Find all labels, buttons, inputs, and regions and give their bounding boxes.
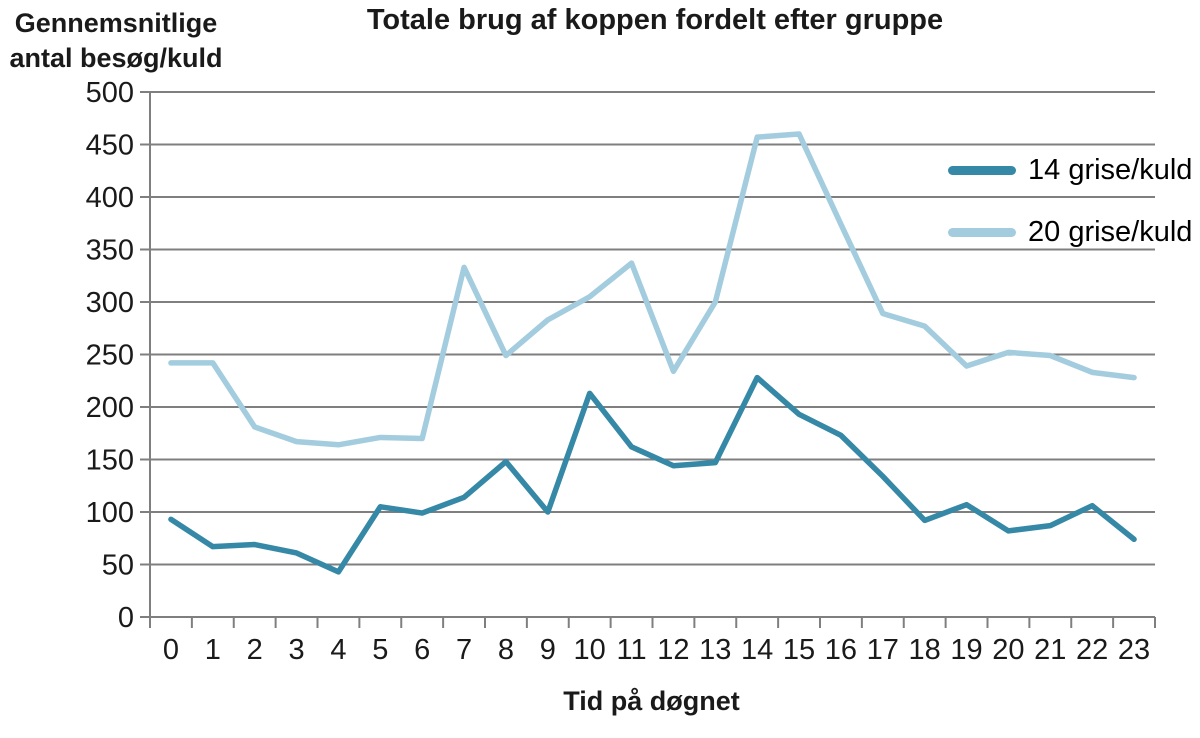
legend-label-14-grise: 14 grise/kuld: [1028, 153, 1193, 186]
svg-text:20: 20: [992, 634, 1024, 666]
y-axis-title-line1: Gennemsnitlige: [14, 8, 218, 38]
svg-text:2: 2: [247, 634, 263, 666]
svg-text:450: 450: [86, 130, 134, 162]
svg-text:100: 100: [86, 497, 134, 529]
svg-text:19: 19: [950, 634, 982, 666]
legend-item-14-grise: 14 grise/kuld: [948, 152, 1192, 188]
svg-text:7: 7: [456, 634, 472, 666]
svg-text:23: 23: [1118, 634, 1150, 666]
svg-text:400: 400: [86, 182, 134, 214]
svg-text:16: 16: [825, 634, 857, 666]
svg-text:0: 0: [118, 602, 134, 634]
chart-title: Totale brug af koppen fordelt efter grup…: [366, 4, 944, 36]
svg-text:8: 8: [498, 634, 514, 666]
svg-text:6: 6: [414, 634, 430, 666]
svg-text:50: 50: [102, 550, 134, 582]
y-axis-title-line2: antal besøg/kuld: [9, 43, 223, 74]
axes: [140, 91, 1156, 628]
x-tick-labels: 0 1 2 3 4 5 6 7 8 9 10 11 12 13 14 15 16 17 18 19 20 21 22 23: [163, 634, 1150, 666]
svg-text:4: 4: [330, 634, 346, 666]
svg-text:21: 21: [1034, 634, 1066, 666]
svg-text:3: 3: [288, 634, 304, 666]
svg-text:18: 18: [909, 634, 941, 666]
svg-text:15: 15: [783, 634, 815, 666]
series-line-20-grise-kuld: [168, 131, 1137, 448]
svg-text:12: 12: [657, 634, 689, 666]
legend-swatch-20-grise: [948, 227, 1016, 237]
y-tick-labels: 0 50 100 150 200 250 300 350 400 450 500: [86, 77, 134, 634]
svg-text:17: 17: [867, 634, 899, 666]
series-line-14-grise-kuld: [168, 374, 1137, 575]
svg-text:300: 300: [86, 287, 134, 319]
svg-text:14: 14: [741, 634, 773, 666]
legend-item-20-grise: 20 grise/kuld: [948, 214, 1192, 250]
svg-text:5: 5: [372, 634, 388, 666]
svg-text:22: 22: [1076, 634, 1108, 666]
svg-text:350: 350: [86, 235, 134, 267]
svg-text:200: 200: [86, 392, 134, 424]
svg-text:500: 500: [86, 77, 134, 109]
legend-label-20-grise: 20 grise/kuld: [1028, 215, 1193, 248]
legend-swatch-14-grise: [948, 165, 1016, 175]
svg-text:250: 250: [86, 340, 134, 372]
y-axis-title: Gennemsnitlige antal besøg/kuld: [0, 6, 232, 76]
gridlines: [150, 91, 1155, 566]
svg-text:9: 9: [540, 634, 556, 666]
svg-text:13: 13: [699, 634, 731, 666]
svg-text:10: 10: [574, 634, 606, 666]
svg-text:0: 0: [163, 634, 179, 666]
svg-text:150: 150: [86, 445, 134, 477]
svg-text:11: 11: [617, 634, 647, 666]
svg-text:1: 1: [205, 634, 221, 666]
x-axis-title: Tid på døgnet: [563, 686, 740, 716]
